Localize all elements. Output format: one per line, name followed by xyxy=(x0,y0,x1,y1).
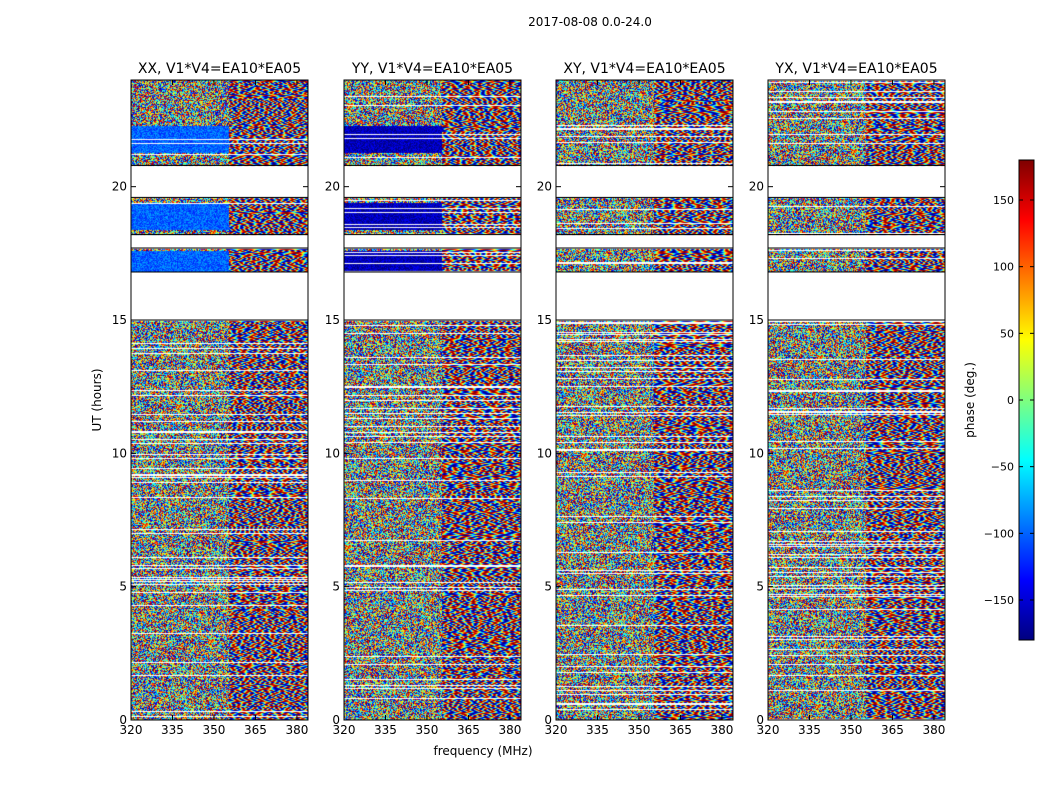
x-axis-label: frequency (MHz) xyxy=(433,744,532,758)
panel-frame xyxy=(555,79,734,721)
y-tick-label: 10 xyxy=(112,446,127,460)
colorbar-tick-label: 50 xyxy=(1000,327,1014,340)
heatmap-image xyxy=(344,80,521,720)
y-tick-label: 5 xyxy=(119,580,127,594)
y-tick-label: 0 xyxy=(119,713,127,727)
y-tick-label: 20 xyxy=(537,180,552,194)
x-tick-label: 335 xyxy=(161,723,184,737)
x-tick-label: 350 xyxy=(628,723,651,737)
y-tick-label: 10 xyxy=(325,446,340,460)
x-tick-label: 335 xyxy=(798,723,821,737)
panel-2: XY, V1*V4=EA10*EA05 320 335 350 365 380 0 5 10 15… xyxy=(537,61,734,737)
heatmap-image xyxy=(131,80,308,720)
y-tick-label: 10 xyxy=(537,446,552,460)
heatmap-image xyxy=(556,80,733,720)
y-tick-label: 0 xyxy=(544,713,552,727)
colorbar-tick-label: 0 xyxy=(1007,394,1014,407)
colorbar-label: phase (deg.) xyxy=(963,362,977,438)
panels: XX, V1*V4=EA10*EA05 320 335 350 365 380 0 5 10 15… xyxy=(112,61,946,737)
y-tick-label: 20 xyxy=(749,180,764,194)
colorbar-tick-label: −50 xyxy=(991,461,1014,474)
y-tick-label: 5 xyxy=(756,580,764,594)
x-tick-label: 380 xyxy=(710,723,733,737)
colorbar-tick-label: −150 xyxy=(984,594,1014,607)
x-tick-label: 365 xyxy=(881,723,904,737)
figure-suptitle: 2017-08-08 0.0-24.0 xyxy=(528,15,652,29)
x-tick-label: 320 xyxy=(757,723,780,737)
x-tick-label: 320 xyxy=(333,723,356,737)
colorbar-tick-label: −100 xyxy=(984,527,1014,540)
x-tick-label: 350 xyxy=(840,723,863,737)
y-tick-label: 15 xyxy=(537,313,552,327)
y-tick-label: 5 xyxy=(544,580,552,594)
y-tick-label: 5 xyxy=(332,580,340,594)
y-tick-label: 0 xyxy=(332,713,340,727)
x-tick-label: 365 xyxy=(244,723,267,737)
y-axis-label: UT (hours) xyxy=(90,368,104,431)
x-tick-label: 335 xyxy=(374,723,397,737)
x-tick-label: 335 xyxy=(586,723,609,737)
y-tick-label: 15 xyxy=(749,313,764,327)
heatmap-image xyxy=(768,80,945,720)
panel-title: YY, V1*V4=EA10*EA05 xyxy=(351,61,513,77)
y-tick-label: 0 xyxy=(756,713,764,727)
y-tick-label: 10 xyxy=(749,446,764,460)
x-tick-label: 365 xyxy=(457,723,480,737)
x-tick-label: 380 xyxy=(498,723,521,737)
x-tick-label: 380 xyxy=(922,723,945,737)
y-tick-label: 15 xyxy=(325,313,340,327)
y-tick-label: 20 xyxy=(112,180,127,194)
y-tick-label: 20 xyxy=(325,180,340,194)
panel-title: XX, V1*V4=EA10*EA05 xyxy=(138,61,301,77)
panel-0: XX, V1*V4=EA10*EA05 320 335 350 365 380 0 5 10 15… xyxy=(112,61,309,737)
panel-frame xyxy=(767,79,946,721)
x-tick-label: 320 xyxy=(120,723,143,737)
colorbar-tick-label: 100 xyxy=(993,261,1014,274)
x-tick-label: 350 xyxy=(203,723,226,737)
x-tick-label: 365 xyxy=(669,723,692,737)
x-tick-label: 320 xyxy=(545,723,568,737)
x-tick-label: 350 xyxy=(416,723,439,737)
panel-title: YX, V1*V4=EA10*EA05 xyxy=(774,61,937,77)
panel-3: YX, V1*V4=EA10*EA05 320 335 350 365 380 0 5 10 15… xyxy=(749,61,946,737)
panel-frame xyxy=(343,79,522,721)
colorbar: 150 100 50 0 −50 −100 −150 xyxy=(984,159,1035,641)
x-tick-label: 380 xyxy=(285,723,308,737)
y-tick-label: 15 xyxy=(112,313,127,327)
colorbar-tick-label: 150 xyxy=(993,194,1014,207)
panel-1: YY, V1*V4=EA10*EA05 320 335 350 365 380 0 5 10 15… xyxy=(325,61,522,737)
panel-frame xyxy=(130,79,309,721)
panel-title: XY, V1*V4=EA10*EA05 xyxy=(563,61,725,77)
